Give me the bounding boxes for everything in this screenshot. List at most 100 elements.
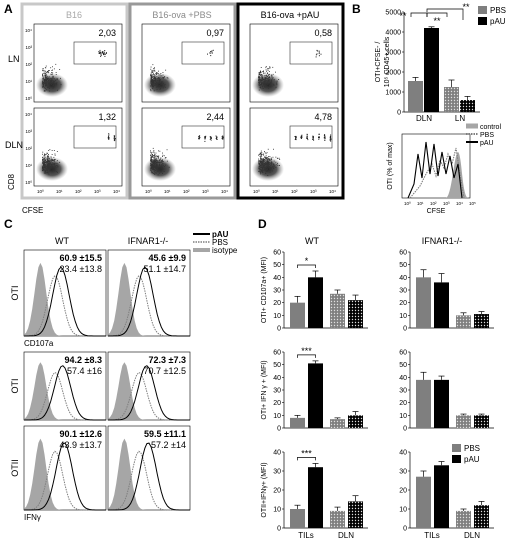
dot — [47, 169, 48, 171]
dot — [151, 165, 153, 167]
sig-bracket — [410, 12, 428, 17]
dot — [48, 167, 50, 168]
dot — [259, 166, 260, 168]
dot — [154, 165, 156, 166]
gated-dot — [330, 139, 332, 141]
dot — [45, 75, 47, 77]
mfi-pau-value: 59.5 ±11.1 — [144, 429, 186, 439]
dot — [43, 162, 45, 163]
dot — [151, 84, 153, 86]
x-tick-label: 10¹ — [56, 189, 63, 194]
dot — [260, 84, 262, 85]
dot — [269, 67, 271, 69]
dot — [266, 164, 268, 166]
x-tick-label: 10⁰ — [37, 189, 44, 194]
x-tick-label: 10⁴ — [456, 201, 463, 206]
dot — [268, 169, 270, 171]
dot — [49, 166, 51, 168]
dot — [154, 162, 156, 164]
gated-dot — [209, 52, 211, 54]
dot — [260, 71, 261, 73]
dot — [151, 168, 153, 170]
dot — [44, 80, 46, 81]
dot — [153, 156, 155, 158]
dot — [156, 84, 157, 86]
dot — [268, 159, 270, 161]
dot — [154, 167, 156, 168]
dot — [260, 161, 261, 163]
dot — [43, 86, 45, 88]
dot — [157, 81, 159, 83]
gated-dot — [306, 133, 308, 135]
dot — [159, 84, 161, 86]
dot — [160, 157, 162, 159]
dot — [151, 159, 153, 161]
dot — [272, 165, 273, 167]
legend-label-pau: pAU — [480, 140, 494, 147]
dot — [152, 84, 154, 86]
x-tick-label: 10³ — [94, 189, 101, 194]
gated-dot — [108, 138, 110, 140]
gated-dot — [211, 50, 213, 52]
dot — [150, 160, 151, 162]
dot — [55, 72, 57, 73]
dot — [267, 170, 269, 172]
histogram-pau — [108, 365, 190, 421]
dot — [150, 163, 152, 164]
dot — [44, 80, 46, 82]
dot — [269, 170, 271, 172]
dot — [152, 162, 154, 164]
dot — [49, 88, 50, 89]
dot — [261, 79, 262, 81]
dot — [151, 171, 153, 173]
dot — [154, 84, 156, 86]
dot — [48, 159, 50, 161]
dot — [259, 74, 261, 76]
dot — [47, 171, 49, 172]
dot — [42, 81, 43, 83]
dot — [259, 162, 261, 164]
dot — [54, 153, 56, 155]
dot — [54, 164, 56, 166]
dot — [158, 168, 160, 170]
dot — [272, 83, 274, 85]
dot — [167, 77, 169, 79]
dot — [48, 169, 50, 171]
dot — [48, 156, 49, 157]
dot — [267, 161, 269, 163]
dot — [273, 163, 274, 165]
dot — [47, 163, 49, 165]
dot — [153, 160, 155, 162]
y-tick-label: 10 — [399, 413, 407, 420]
gated-dot — [295, 136, 297, 137]
row-label-dln: DLN — [5, 140, 23, 150]
dot — [151, 76, 153, 78]
dot — [50, 67, 52, 69]
dot — [153, 159, 155, 161]
dot — [264, 82, 266, 84]
dot — [267, 78, 269, 80]
bar — [434, 282, 449, 328]
dot — [268, 162, 270, 163]
panel-c-histograms: 60.9 ±15.523.4 ±13.8 45.6 ±9.951.1 ±14.7 O… — [10, 230, 238, 522]
dot — [162, 154, 164, 156]
dot — [49, 149, 51, 151]
dot — [265, 172, 267, 174]
y-tick-label: 10 — [399, 507, 407, 514]
dot — [259, 82, 261, 84]
dot — [279, 165, 280, 166]
y-tick-label: 10¹ — [25, 79, 32, 84]
dot — [153, 78, 155, 80]
dot — [54, 162, 56, 164]
dot — [150, 75, 152, 77]
dot — [47, 72, 49, 74]
dot — [52, 76, 54, 78]
gated-dot — [315, 56, 317, 58]
dot — [43, 158, 45, 160]
dot — [166, 160, 168, 162]
dot — [48, 80, 50, 82]
gated-dot — [329, 137, 331, 139]
gated-dot — [324, 134, 326, 136]
dot — [150, 157, 152, 159]
dot — [52, 168, 54, 170]
